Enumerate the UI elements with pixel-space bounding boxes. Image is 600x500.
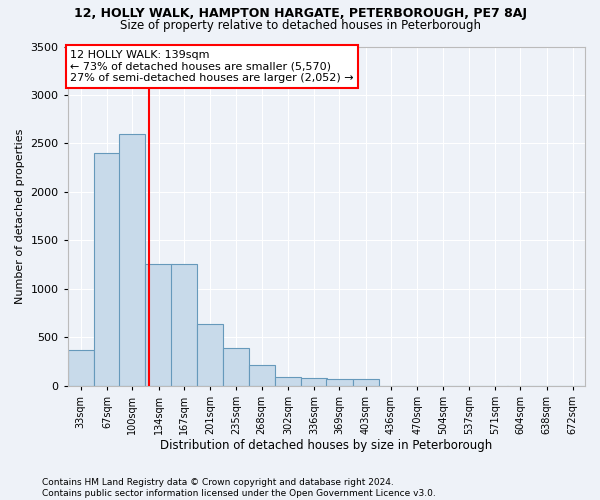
Text: 12, HOLLY WALK, HAMPTON HARGATE, PETERBOROUGH, PE7 8AJ: 12, HOLLY WALK, HAMPTON HARGATE, PETERBO…	[74, 8, 527, 20]
Bar	[326, 379, 353, 386]
Bar	[301, 378, 327, 386]
Bar	[94, 153, 120, 386]
Y-axis label: Number of detached properties: Number of detached properties	[15, 128, 25, 304]
Text: 12 HOLLY WALK: 139sqm
← 73% of detached houses are smaller (5,570)
27% of semi-d: 12 HOLLY WALK: 139sqm ← 73% of detached …	[70, 50, 354, 83]
Text: Size of property relative to detached houses in Peterborough: Size of property relative to detached ho…	[119, 19, 481, 32]
Bar	[119, 134, 145, 386]
Bar	[171, 264, 197, 386]
Bar	[223, 348, 250, 386]
Bar	[353, 379, 379, 386]
Bar	[248, 365, 275, 386]
Bar	[145, 264, 172, 386]
Bar	[197, 324, 223, 386]
X-axis label: Distribution of detached houses by size in Peterborough: Distribution of detached houses by size …	[160, 440, 493, 452]
Bar	[275, 377, 301, 386]
Text: Contains HM Land Registry data © Crown copyright and database right 2024.
Contai: Contains HM Land Registry data © Crown c…	[42, 478, 436, 498]
Bar	[68, 350, 94, 386]
